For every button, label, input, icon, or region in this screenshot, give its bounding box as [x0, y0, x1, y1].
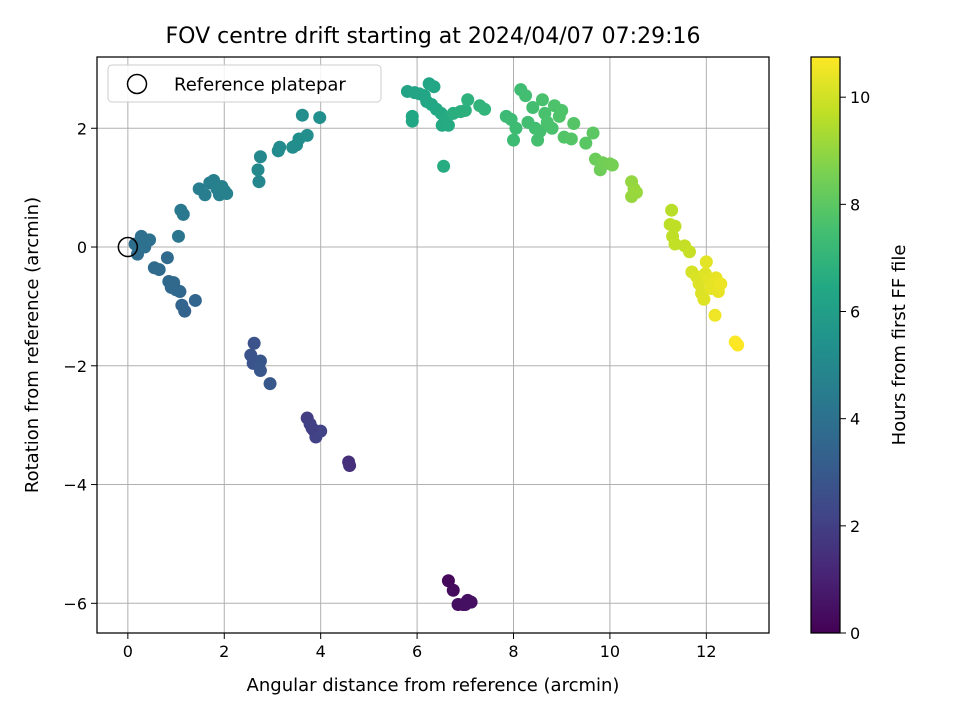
data-point	[251, 163, 265, 177]
data-point	[461, 93, 475, 107]
data-point	[343, 459, 357, 473]
data-point	[545, 121, 559, 135]
data-point	[535, 93, 549, 107]
x-axis-ticks: 0 2 4 6 8 10 12	[123, 633, 717, 661]
colorbar-tick-label: 0	[850, 624, 860, 643]
y-axis-label: Rotation from reference (arcmin)	[22, 197, 43, 493]
x-tick-label: 8	[508, 642, 518, 661]
colorbar-ticks: 0 2 4 6 8 10	[840, 88, 870, 643]
colorbar: 0 2 4 6 8 10 Hours from first FF file	[810, 56, 910, 643]
colorbar-gradient	[810, 56, 841, 634]
data-point	[215, 179, 229, 193]
data-point	[247, 336, 261, 350]
data-point	[458, 597, 472, 611]
plot-area: 0 2 4 6 8 10 12 −6 −4 −2 0 2	[63, 56, 770, 661]
colorbar-tick-label: 2	[850, 517, 860, 536]
data-point	[668, 219, 682, 233]
reference-platepar-marker	[117, 236, 139, 258]
y-tick-label: −6	[63, 594, 87, 613]
data-point	[509, 121, 523, 135]
y-tick-label: −4	[63, 476, 87, 495]
axes-frame	[96, 56, 770, 634]
x-tick-label: 2	[219, 642, 229, 661]
data-point	[253, 364, 267, 378]
data-point	[198, 188, 212, 202]
data-point	[629, 185, 643, 199]
colorbar-tick-label: 10	[850, 88, 870, 107]
colorbar-tick-label: 4	[850, 410, 860, 429]
data-point	[682, 245, 696, 259]
x-tick-label: 12	[696, 642, 716, 661]
data-point	[458, 103, 472, 117]
y-axis-ticks: −6 −4 −2 0 2	[63, 119, 97, 613]
data-point	[533, 124, 547, 138]
data-point	[708, 308, 722, 322]
data-point	[160, 251, 174, 265]
data-point	[305, 421, 319, 435]
data-point	[555, 103, 569, 117]
data-point	[564, 132, 578, 146]
data-point	[519, 89, 533, 103]
grid-lines	[97, 57, 769, 633]
data-points	[128, 77, 745, 611]
data-point	[176, 207, 190, 221]
data-point	[253, 354, 267, 368]
colorbar-tick-label: 6	[850, 303, 860, 322]
data-point	[427, 80, 441, 94]
legend-box	[107, 64, 382, 103]
legend-reference-label: Reference platepar	[174, 75, 346, 96]
data-point	[300, 128, 314, 142]
legend-reference-marker	[126, 73, 148, 95]
x-tick-label: 10	[600, 642, 620, 661]
data-point	[446, 583, 460, 597]
data-point	[586, 126, 600, 140]
y-tick-label: 0	[77, 238, 87, 257]
data-point	[171, 229, 185, 243]
data-point	[252, 175, 266, 189]
data-point	[699, 255, 713, 269]
data-point	[714, 277, 728, 291]
data-point	[138, 240, 152, 254]
data-point	[478, 102, 492, 116]
data-point	[147, 261, 161, 275]
data-point	[253, 150, 267, 164]
colorbar-label: Hours from first FF file	[889, 245, 910, 446]
chart-title: FOV centre drift starting at 2024/04/07 …	[166, 24, 701, 49]
legend: Reference platepar	[107, 64, 382, 103]
x-tick-label: 6	[412, 642, 422, 661]
data-point	[263, 377, 277, 391]
data-point	[605, 158, 619, 172]
data-point	[731, 338, 745, 352]
data-point	[507, 133, 521, 147]
data-point	[405, 114, 419, 128]
data-point	[441, 118, 455, 132]
x-tick-label: 0	[123, 642, 133, 661]
data-point	[313, 111, 327, 125]
colorbar-tick-label: 8	[850, 195, 860, 214]
x-axis-label: Angular distance from reference (arcmin)	[247, 675, 620, 696]
data-point	[175, 298, 189, 312]
data-point	[295, 108, 309, 122]
data-point	[273, 140, 287, 154]
data-point	[526, 100, 540, 114]
data-point	[579, 136, 593, 150]
data-point	[188, 293, 202, 307]
data-point	[167, 276, 181, 290]
y-tick-label: 2	[77, 119, 87, 138]
data-point	[697, 292, 711, 306]
y-tick-label: −2	[63, 357, 87, 376]
data-point	[668, 237, 682, 251]
data-point	[665, 203, 679, 217]
data-point	[567, 117, 581, 131]
data-point	[437, 159, 451, 173]
x-tick-label: 4	[316, 642, 326, 661]
